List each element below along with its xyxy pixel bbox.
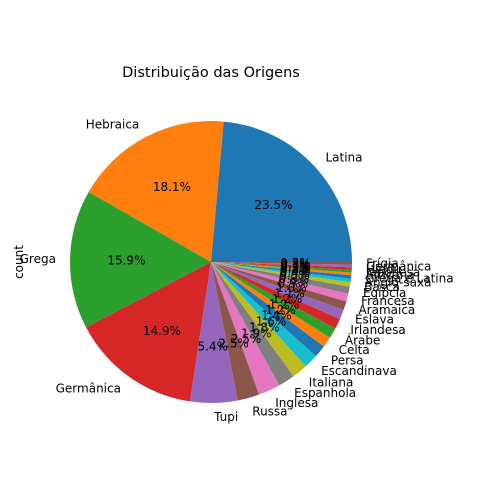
category-label-japonesa: Japonesa	[365, 265, 420, 279]
category-label-francesa: Francesa	[361, 294, 415, 308]
percent-label-hindu: 0.3%	[280, 259, 311, 273]
category-label-grega: Grega	[20, 252, 56, 266]
percent-label-latina: 23.5%	[254, 198, 292, 212]
pie-slice-frigia-25	[211, 262, 352, 265]
percent-label-grega-e-latina: 0.4%	[280, 264, 311, 278]
percent-label-tupi: 5.4%	[197, 340, 228, 354]
pie-slice-inglesa-6	[211, 262, 280, 395]
pie-slice-eslava-14	[211, 262, 344, 319]
category-label-escandinava: Escandinava	[321, 364, 397, 378]
percent-label-germanica: 0.3%	[280, 257, 311, 271]
category-label-arabe: Árabe	[345, 332, 381, 347]
percent-label-inglesa: 2.5%	[231, 332, 262, 346]
pie-slice-japonesa-22	[211, 262, 352, 273]
pie-slice-anglo-saxa-19	[211, 262, 351, 283]
percent-label-espanhola: 1.9%	[241, 326, 272, 340]
percent-label-grega: 15.9%	[107, 253, 145, 267]
category-label-russa: Russa	[252, 405, 287, 419]
pie-slice-germanica-24	[211, 262, 352, 268]
category-label-italiana: Italiana	[309, 375, 354, 389]
pie-slice-russa-5	[211, 262, 260, 401]
percent-label-anglo-saxa: 0.4%	[280, 266, 311, 280]
pie-slice-escandinava-9	[211, 262, 316, 367]
percent-label-persa: 1.4%	[261, 309, 292, 323]
percent-label-frigia: 0.3%	[280, 256, 311, 270]
category-label-irlandesa: Irlandesa	[350, 323, 405, 337]
pie-labels: Latina 23.5% Hebraica 18.1% Grega 15.9% Germân…	[20, 117, 454, 424]
percent-label-eslava: 1.1%	[274, 286, 305, 300]
category-label-persa: Persa	[331, 353, 364, 367]
category-label-aramaica: Aramaica	[358, 303, 415, 317]
pie-slice-italiana-8	[211, 262, 306, 377]
pie-slice-espanhola-7	[211, 262, 294, 386]
percent-label-italiana: 1.8%	[249, 321, 280, 335]
percent-label-japonesa: 0.3%	[280, 261, 311, 275]
category-label-eslava: Eslava	[355, 313, 394, 327]
pie-slice-arabe-12	[211, 262, 336, 338]
category-label-basca: Basca	[364, 280, 400, 294]
category-label-hindu: Hindu	[366, 262, 401, 276]
pie-slices	[69, 121, 352, 404]
category-label-germanica: Germânica	[56, 381, 121, 395]
category-label-africana: Africana	[366, 268, 415, 282]
percent-label-africana: 0.3%	[280, 262, 311, 276]
percent-label-basca: 0.5%	[279, 269, 310, 283]
y-axis-label: count	[12, 245, 26, 279]
percent-label-russa: 2.5%	[218, 337, 249, 351]
category-label-tupi: Tupi	[213, 410, 238, 424]
pie-slice-hindu-23	[211, 262, 352, 270]
category-label-frigia: Frígia	[366, 256, 399, 270]
category-label-espanhola: Espanhola	[294, 386, 356, 400]
pie-slice-tupi-4	[189, 262, 238, 404]
category-label-hebraica: Hebraica	[86, 117, 140, 131]
pie-slice-grega-e-latina-20	[211, 262, 352, 279]
pie-slice-persa-10	[211, 262, 324, 357]
category-label-celta: Celta	[339, 343, 370, 357]
pie-slice-aramaica-15	[211, 262, 347, 310]
category-label-latina: Latina	[325, 150, 362, 164]
pie-slice-latina-0	[211, 121, 352, 262]
percent-label-irlandesa: 1.2%	[272, 292, 303, 306]
percent-label-egipcia: 0.8%	[279, 272, 310, 286]
chart-title: Distribuição das Origens	[122, 65, 300, 81]
category-label-germanica: Germânica	[366, 259, 431, 273]
percent-label-hebraica: 18.1%	[153, 180, 191, 194]
percent-label-francesa: 0.9%	[278, 276, 309, 290]
pie-slice-hebraica-1	[88, 121, 224, 262]
category-label-egipcia: Egípcia	[363, 286, 406, 300]
category-label-grega-e-latina: Grega e Latina	[365, 272, 453, 286]
percent-label-arabe: 1.2%	[269, 298, 300, 312]
pie-slice-grega-2	[69, 191, 212, 328]
percent-label-germanica: 14.9%	[143, 324, 181, 338]
pie-slice-francesa-16	[211, 262, 349, 302]
pie-slice-basca-18	[211, 262, 351, 287]
percent-label-celta: 1.2%	[265, 303, 296, 317]
category-label-anglo-saxa: Anglo-saxã	[365, 275, 432, 289]
pie-slice-irlandesa-13	[211, 262, 340, 329]
percent-label-escandinava: 1.6%	[256, 315, 287, 329]
category-label-inglesa: Inglesa	[275, 396, 318, 410]
pie-slice-celta-11	[211, 262, 330, 347]
pie-slice-germanica-3	[86, 262, 211, 402]
pie-slice-egipcia-17	[211, 262, 350, 294]
percent-label-aramaica: 1.0%	[276, 281, 307, 295]
pie-slice-africana-21	[211, 262, 352, 276]
